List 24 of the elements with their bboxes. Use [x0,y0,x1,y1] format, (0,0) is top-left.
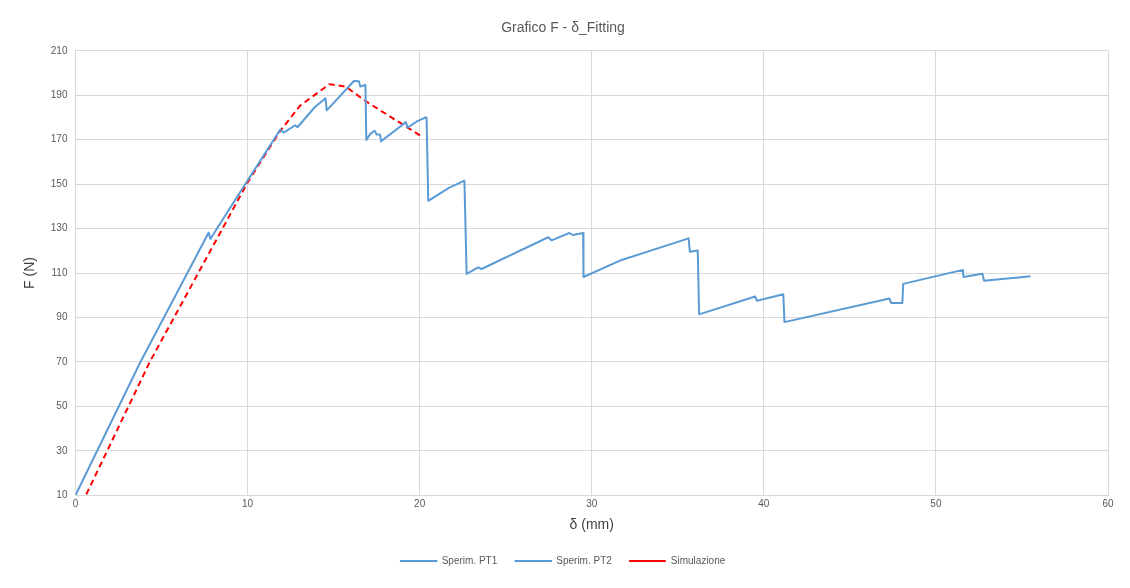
y-tick-label: 50 [56,400,68,412]
x-tick-label: 0 [72,497,79,509]
y-tick-label: 70 [56,355,68,367]
x-tick-label: 40 [758,497,770,509]
y-tick-label: 30 [56,444,68,456]
x-tick-label: 10 [242,497,254,509]
y-tick-label: 170 [50,133,68,145]
x-tick-label: 20 [414,497,426,509]
y-axis-title: F (N) [21,257,38,289]
y-tick-label: 90 [56,311,68,323]
y-tick-label: 130 [50,222,68,234]
y-tick-label: 110 [51,266,68,278]
y-tick-label: 150 [50,177,68,189]
legend-label: Sperim. PT2 [556,554,613,566]
x-tick-label: 30 [586,497,598,509]
y-tick-label: 190 [50,88,68,100]
y-tick-label: 10 [56,488,68,500]
x-tick-label: 50 [930,497,942,509]
x-axis-title: δ (mm) [569,516,614,533]
x-tick-label: 60 [1102,497,1114,509]
y-tick-label: 210 [50,44,68,56]
legend-label: Sperim. PT1 [441,554,498,566]
legend-label: Simulazione [670,554,726,566]
chart-title: Grafico F - δ_Fitting [501,19,625,36]
